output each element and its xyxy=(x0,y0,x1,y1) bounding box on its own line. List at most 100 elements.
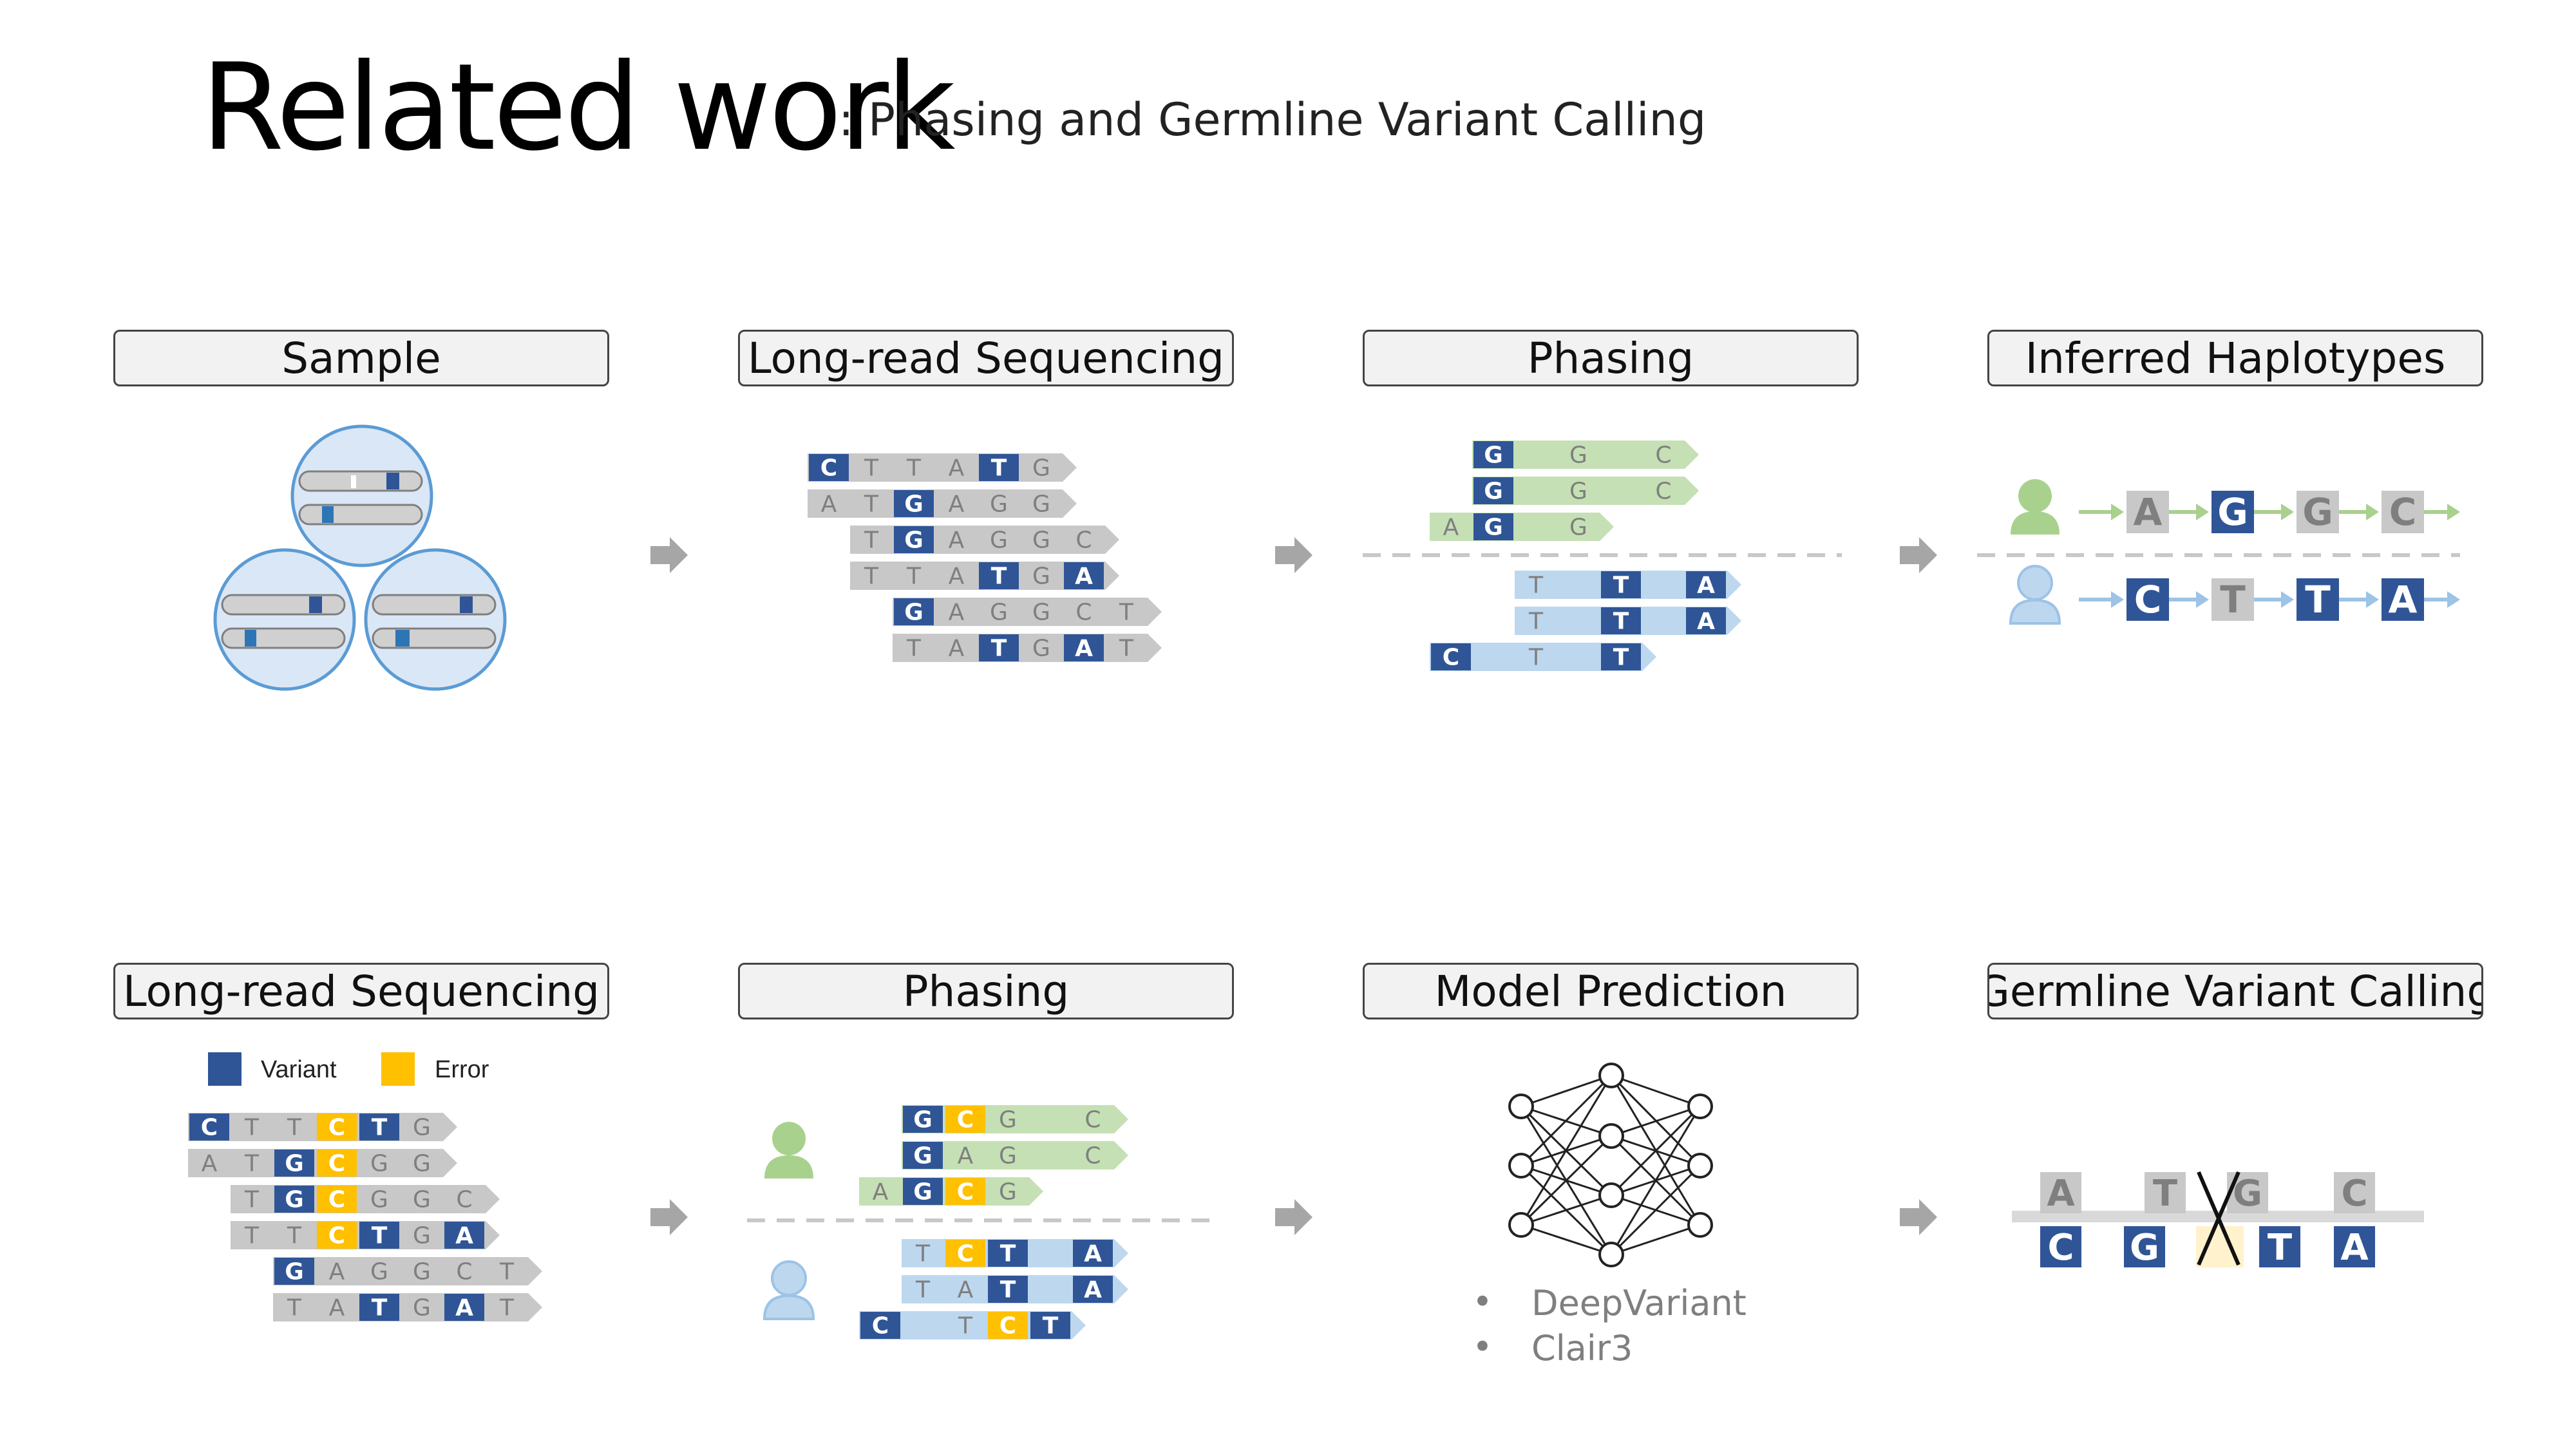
base-letter: G xyxy=(413,1258,431,1285)
nn-node xyxy=(1598,1182,1624,1208)
arrow-head-icon xyxy=(2281,504,2294,520)
allele-letter: G xyxy=(2217,490,2248,534)
neural-network-icon xyxy=(1508,1063,1713,1267)
base-letter: G xyxy=(1484,442,1503,468)
base-letter: T xyxy=(287,1222,302,1249)
base-letter: A xyxy=(1697,572,1715,598)
cell-bottom-right xyxy=(364,548,507,691)
base-letter: T xyxy=(1000,1240,1016,1267)
base-letter: C xyxy=(957,1106,974,1133)
base-letter: C xyxy=(328,1150,345,1177)
base-letter: A xyxy=(958,1142,974,1169)
nn-node xyxy=(1508,1212,1534,1238)
nn-node xyxy=(1598,1063,1624,1088)
stage-germline-label: Germline Variant Calling xyxy=(1987,963,2483,1019)
base-letter: A xyxy=(949,635,965,661)
base-letter: T xyxy=(287,1114,302,1141)
cell-top xyxy=(290,424,433,567)
person-icon xyxy=(762,1260,815,1320)
base-letter: T xyxy=(287,1294,302,1321)
ref-allele-letter: G xyxy=(2233,1173,2262,1215)
base-letter: T xyxy=(906,635,922,661)
base-letter: T xyxy=(372,1294,388,1321)
sample-cells xyxy=(213,424,507,691)
base-letter: C xyxy=(1655,442,1671,468)
nn-node xyxy=(1508,1153,1534,1179)
base-letter: A xyxy=(1084,1240,1102,1267)
stage-sample-label: Sample xyxy=(113,330,609,386)
nn-edge xyxy=(1520,1135,1613,1226)
alt-allele-box xyxy=(2259,1226,2300,1267)
arrow-right-icon xyxy=(1275,1199,1312,1235)
base-letter: G xyxy=(1032,491,1050,517)
person-icon xyxy=(2011,479,2060,535)
bullet-icon: • xyxy=(1472,1327,1493,1367)
base-letter: A xyxy=(1075,635,1093,661)
base-letter: C xyxy=(1443,644,1459,670)
base-letter: G xyxy=(413,1186,431,1213)
nn-edge xyxy=(1520,1074,1613,1167)
base-letter: G xyxy=(1032,563,1050,589)
base-letter: A xyxy=(949,527,965,553)
base-letter: G xyxy=(904,491,923,517)
stage-haplotypes-label: Inferred Haplotypes xyxy=(1987,330,2483,386)
flow-arrows xyxy=(650,537,1937,1235)
base-letter: T xyxy=(958,1312,973,1339)
allele-letter: T xyxy=(2220,578,2246,621)
base-letter: G xyxy=(285,1258,304,1285)
base-letter: G xyxy=(413,1150,431,1177)
base-letter: G xyxy=(999,1179,1017,1205)
base-letter: T xyxy=(244,1222,260,1249)
nn-edge xyxy=(1611,1105,1701,1137)
nn-edge xyxy=(1611,1074,1701,1108)
base-letter: C xyxy=(456,1258,472,1285)
legend-variant-swatch xyxy=(208,1052,242,1086)
base-letter: G xyxy=(913,1142,933,1169)
base-letter: G xyxy=(413,1222,431,1249)
arrow-right-icon xyxy=(1275,537,1312,573)
nn-edge xyxy=(1611,1224,1701,1256)
base-letter: A xyxy=(202,1150,218,1177)
nn-edge xyxy=(1520,1224,1612,1256)
arrow-right-icon xyxy=(650,537,688,573)
allele-letter: C xyxy=(2134,578,2162,621)
base-letter: C xyxy=(328,1222,345,1249)
base-letter: C xyxy=(201,1114,218,1141)
base-letter: G xyxy=(999,1142,1017,1169)
base-letter: T xyxy=(1119,635,1134,661)
ref-allele-letter: C xyxy=(2341,1173,2367,1215)
base-letter: T xyxy=(864,527,879,553)
bullet-icon: • xyxy=(1472,1282,1493,1322)
base-letter: C xyxy=(957,1240,974,1267)
base-letter: A xyxy=(949,455,965,481)
base-letter: G xyxy=(370,1150,388,1177)
ref-allele-box xyxy=(2145,1172,2186,1213)
arrow-head-icon xyxy=(2196,504,2209,520)
base-letter: A xyxy=(949,599,965,625)
base-letter: A xyxy=(329,1258,345,1285)
alt-allele-letter: T xyxy=(2268,1227,2292,1269)
model-name: Clair3 xyxy=(1531,1328,1633,1368)
base-letter: A xyxy=(455,1222,473,1249)
nn-edge xyxy=(1520,1074,1612,1108)
base-letter: G xyxy=(1032,635,1050,661)
base-letter: T xyxy=(372,1114,388,1141)
allele-box xyxy=(2211,491,2254,533)
base-letter: G xyxy=(1032,599,1050,625)
base-letter: T xyxy=(991,563,1007,589)
base-letter: T xyxy=(499,1294,515,1321)
germline-calls: A T G CC G T A xyxy=(2012,1171,2424,1269)
base-letter: G xyxy=(1032,455,1050,481)
base-letter: T xyxy=(906,563,922,589)
base-letter: G xyxy=(370,1258,388,1285)
base-letter: C xyxy=(872,1312,889,1339)
arrow-right-icon xyxy=(650,1199,688,1235)
ref-allele-letter: A xyxy=(2047,1173,2075,1215)
model-deepvariant: • DeepVariant xyxy=(1472,1282,1747,1323)
